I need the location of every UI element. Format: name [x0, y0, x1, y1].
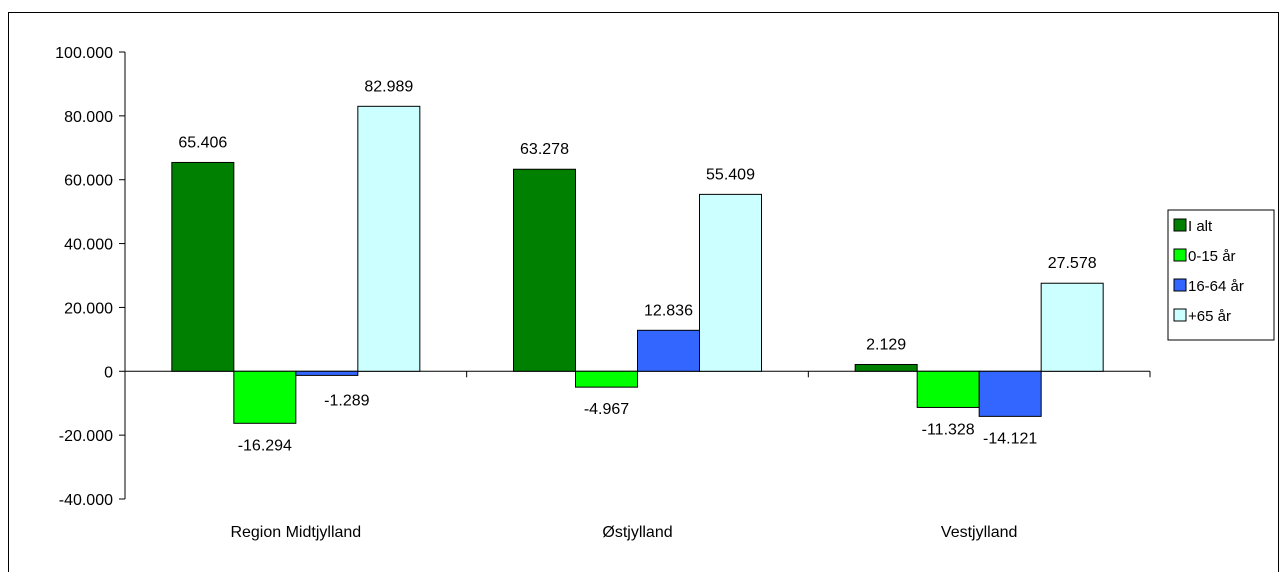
y-tick-label: 0	[104, 364, 113, 381]
legend-label: 16-64 år	[1188, 278, 1244, 295]
y-tick-label: 80.000	[64, 109, 113, 126]
x-category-label: Region Midtjylland	[230, 524, 361, 541]
y-tick-label: -40.000	[59, 492, 113, 509]
data-label: -14.121	[983, 430, 1037, 447]
legend-swatch	[1173, 248, 1187, 262]
data-label: 27.578	[1048, 255, 1097, 272]
legend-label: 0-15 år	[1188, 248, 1236, 265]
data-label: 2.129	[866, 336, 906, 353]
chart-frame	[8, 12, 1279, 572]
data-label: 12.836	[644, 302, 693, 319]
legend-label: +65 år	[1188, 308, 1231, 325]
bar	[233, 370, 297, 424]
data-label: -4.967	[584, 401, 629, 418]
legend-swatch	[1173, 218, 1187, 232]
data-label: 63.278	[520, 141, 569, 158]
legend-swatch	[1173, 308, 1187, 322]
data-label: -11.328	[922, 421, 975, 438]
data-label: 55.409	[706, 166, 755, 183]
legend-swatch	[1173, 278, 1187, 292]
bar	[854, 363, 918, 372]
data-label: -1.289	[324, 392, 369, 409]
x-category-label: Østjylland	[602, 524, 672, 541]
bar	[171, 161, 235, 372]
y-tick-label: -20.000	[59, 428, 113, 445]
x-category-label: Vestjylland	[941, 524, 1018, 541]
y-tick-label: 40.000	[64, 237, 113, 254]
data-label: -16.294	[238, 437, 292, 454]
y-tick-label: 100.000	[55, 45, 113, 62]
y-tick-label: 20.000	[64, 300, 113, 317]
y-tick-label: 60.000	[64, 173, 113, 190]
bar	[295, 370, 359, 376]
bar	[978, 370, 1042, 417]
bar	[916, 370, 980, 408]
bar	[357, 105, 421, 372]
data-label: 65.406	[178, 134, 227, 151]
bar	[575, 370, 638, 388]
data-label: 82.989	[364, 78, 413, 95]
bar	[1040, 282, 1104, 372]
bar	[637, 329, 700, 372]
bar	[699, 193, 762, 372]
legend-label: I alt	[1188, 218, 1213, 235]
bar	[513, 168, 576, 372]
